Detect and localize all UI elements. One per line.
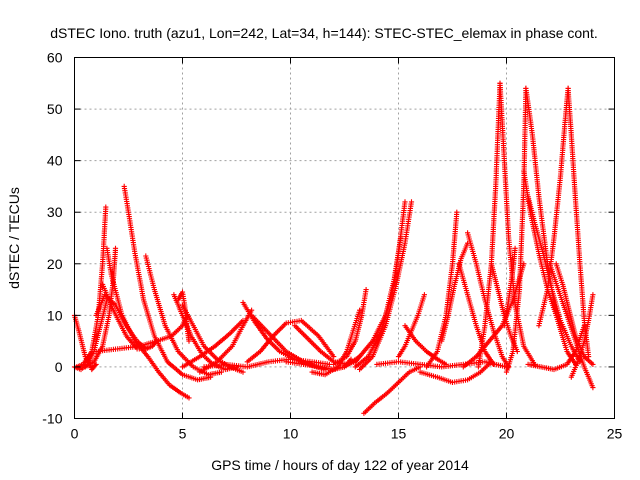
- point-marker: [361, 364, 423, 416]
- x-tick-label: 5: [179, 426, 187, 442]
- point-marker: [501, 245, 518, 329]
- series-arc-13: [179, 302, 246, 375]
- y-tick-label: 0: [55, 359, 63, 375]
- y-tick-label: 60: [47, 50, 63, 66]
- point-marker: [402, 323, 449, 367]
- y-tick-label: 10: [47, 307, 63, 323]
- point-marker: [395, 292, 427, 360]
- series-arc-10: [143, 253, 224, 378]
- y-axis-label: dSTEC / TECUs: [6, 187, 22, 289]
- x-axis-label: GPS time / hours of day 122 of year 2014: [211, 457, 469, 473]
- plot-frame: [74, 57, 615, 419]
- series-arc-23: [331, 287, 369, 367]
- series-arc-25: [352, 199, 408, 370]
- point-marker: [104, 245, 192, 401]
- series-arc-06: [104, 245, 192, 401]
- point-marker: [374, 359, 510, 370]
- series-arc-31: [439, 240, 471, 344]
- series-arc-32: [417, 359, 494, 385]
- y-tick-label: -10: [42, 411, 62, 427]
- series-arc-09: [93, 312, 190, 355]
- x-tick-label: 0: [71, 426, 79, 442]
- series-arc-34: [465, 230, 512, 370]
- y-tick-label: 50: [47, 101, 63, 117]
- point-marker: [568, 292, 596, 380]
- series-arc-39: [501, 245, 518, 329]
- x-tick-label: 25: [607, 426, 623, 442]
- point-marker: [525, 323, 587, 373]
- data-points: [71, 80, 596, 416]
- series-arc-50: [374, 359, 510, 370]
- series-arc-43: [525, 194, 583, 365]
- series-arc-29: [402, 323, 449, 367]
- axis-ticks: 0 5 10 15 20 25 -10 0 10 20 30 40 50 60: [42, 50, 622, 442]
- point-marker: [357, 199, 415, 373]
- series-arc-17: [244, 317, 337, 365]
- y-tick-label: 40: [47, 153, 63, 169]
- series-arc-49: [525, 323, 587, 373]
- series-arc-44: [536, 85, 571, 329]
- point-marker: [331, 287, 369, 367]
- series-arc-40: [503, 85, 529, 375]
- point-marker: [525, 194, 583, 365]
- x-tick-label: 10: [283, 426, 299, 442]
- point-marker: [417, 359, 494, 385]
- point-marker: [93, 312, 190, 355]
- series-arc-18: [249, 312, 328, 373]
- y-tick-label: 30: [47, 204, 63, 220]
- series-arc-27: [361, 364, 423, 416]
- chart-title: dSTEC Iono. truth (azu1, Lon=242, Lat=34…: [50, 25, 597, 41]
- point-marker: [100, 281, 160, 352]
- point-marker: [244, 317, 337, 365]
- y-tick-label: 20: [47, 256, 63, 272]
- x-tick-label: 20: [499, 426, 515, 442]
- point-marker: [475, 80, 503, 370]
- series-arc-26: [357, 199, 415, 373]
- series-arc-48: [568, 292, 596, 380]
- point-marker: [536, 85, 571, 329]
- series-arc-14: [179, 317, 246, 370]
- point-marker: [179, 317, 246, 370]
- point-marker: [352, 199, 408, 370]
- series-arc-36: [475, 80, 503, 370]
- point-marker: [143, 253, 224, 378]
- x-tick-label: 15: [391, 426, 407, 442]
- series-arc-28: [395, 292, 427, 360]
